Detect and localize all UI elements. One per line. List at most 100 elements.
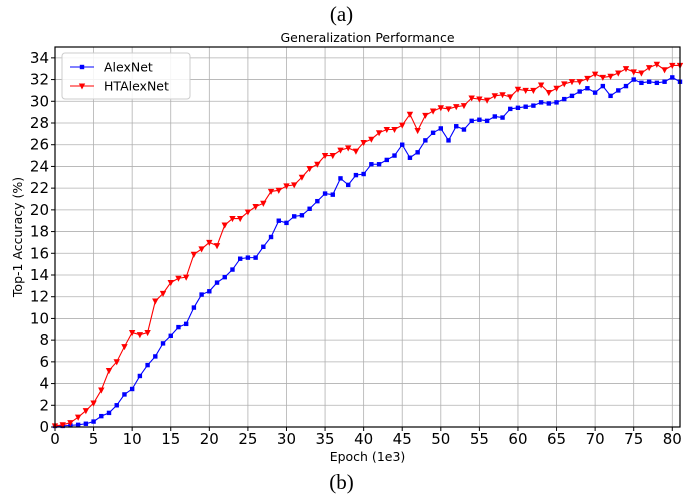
htalexnet-point xyxy=(290,182,298,189)
htalexnet-point xyxy=(414,128,421,135)
y-tick-label: 6 xyxy=(39,353,49,371)
y-tick-label: 10 xyxy=(30,309,49,327)
htalexnet-point xyxy=(406,111,414,118)
htalexnet-point xyxy=(321,153,329,160)
htalexnet-point xyxy=(182,274,190,281)
alexnet-point xyxy=(446,138,451,143)
alexnet-point xyxy=(469,118,474,124)
htalexnet-point xyxy=(645,65,653,72)
htalexnet-point xyxy=(483,97,491,104)
y-tick-label: 32 xyxy=(30,71,49,89)
x-tick-label: 70 xyxy=(586,430,605,448)
htalexnet-point xyxy=(175,275,182,282)
x-tick-label: 20 xyxy=(200,430,219,448)
htalexnet-point xyxy=(599,74,607,81)
htalexnet-point xyxy=(105,367,113,375)
alexnet-point xyxy=(122,392,127,397)
x-tick-label: 25 xyxy=(238,430,257,448)
alexnet-point xyxy=(400,142,405,147)
alexnet-line xyxy=(55,76,681,427)
htalexnet-point xyxy=(244,209,252,216)
htalexnet-point xyxy=(236,215,244,223)
legend-marker-htalexnet xyxy=(78,83,86,90)
htalexnet-point xyxy=(553,85,560,92)
htalexnet-point xyxy=(653,61,661,68)
alexnet-point xyxy=(600,83,606,89)
alexnet-point xyxy=(137,373,143,379)
htalexnet-point xyxy=(399,122,406,129)
alexnet-point xyxy=(608,93,613,99)
htalexnet-point xyxy=(615,70,622,77)
alexnet-point xyxy=(492,114,498,119)
alexnet-point xyxy=(454,124,459,129)
legend-box xyxy=(61,52,191,100)
alexnet-point xyxy=(276,218,281,223)
y-tick-label: 34 xyxy=(30,49,49,67)
series-layer xyxy=(51,61,683,430)
y-tick-label: 8 xyxy=(39,331,49,349)
alexnet-point xyxy=(299,213,305,218)
alexnet-point xyxy=(531,103,536,108)
htalexnet-point xyxy=(368,136,375,143)
htalexnet-point xyxy=(260,200,267,207)
chart: 0 5 10 15 20 25 30 35 40 45 50 55 60 65 70 75 8002468101… xyxy=(10,30,683,464)
x-tick-label: 5 xyxy=(89,430,99,448)
alexnet-point xyxy=(376,162,382,167)
legend-label-alexnet: AlexNet xyxy=(104,60,153,75)
htalexnet-point xyxy=(453,104,460,111)
htalexnet-point xyxy=(507,94,514,101)
alexnet-point xyxy=(230,267,235,272)
alexnet-point xyxy=(338,176,343,181)
alexnet-point xyxy=(515,105,521,110)
y-tick-label: 16 xyxy=(30,244,49,262)
alexnet-point xyxy=(322,191,328,196)
htalexnet-point xyxy=(607,73,614,80)
htalexnet-point xyxy=(275,187,282,194)
y-tick-label: 28 xyxy=(30,114,49,132)
htalexnet-point xyxy=(429,108,437,115)
htalexnet-point xyxy=(221,222,228,229)
alexnet-point xyxy=(222,274,227,280)
alexnet-point xyxy=(569,93,575,99)
alexnet-point xyxy=(616,88,621,93)
alexnet-point xyxy=(75,422,81,428)
x-tick-label: 0 xyxy=(50,430,60,448)
htalexnet-point xyxy=(67,420,74,427)
alexnet-point xyxy=(477,117,482,122)
alexnet-point xyxy=(670,75,675,80)
htalexnet-point xyxy=(375,130,383,137)
caption-a: (a) xyxy=(329,2,354,26)
alexnet-point xyxy=(562,96,567,102)
series-htalexnet xyxy=(51,61,683,430)
alexnet-point xyxy=(153,354,158,359)
alexnet-point xyxy=(106,410,112,416)
htalexnet-point xyxy=(360,139,367,147)
alexnet-point xyxy=(546,101,552,106)
htalexnet-point xyxy=(159,290,167,297)
htalexnet-line xyxy=(54,63,680,427)
htalexnet-point xyxy=(630,69,637,76)
alexnet-point xyxy=(508,106,513,112)
x-axis-label: Epoch (1e3) xyxy=(330,449,406,464)
x-tick-label: 40 xyxy=(354,430,373,448)
y-tick-label: 20 xyxy=(30,201,49,219)
alexnet-point xyxy=(538,100,544,105)
alexnet-point xyxy=(623,83,629,89)
alexnet-point xyxy=(484,118,490,124)
htalexnet-point xyxy=(545,90,553,97)
caption-b: (b) xyxy=(329,470,354,494)
htalexnet-point xyxy=(267,188,275,195)
htalexnet-point xyxy=(190,251,198,258)
htalexnet-point xyxy=(144,329,151,337)
htalexnet-point xyxy=(136,332,144,339)
htalexnet-point xyxy=(437,105,445,112)
htalexnet-point xyxy=(352,148,360,155)
alexnet-point xyxy=(129,386,135,392)
y-tick-label: 14 xyxy=(30,266,49,284)
x-tick-label: 10 xyxy=(123,430,142,448)
htalexnet-point xyxy=(522,87,529,94)
htalexnet-point xyxy=(476,96,483,103)
alexnet-point xyxy=(430,130,436,135)
alexnet-point xyxy=(423,138,428,143)
y-tick-label: 22 xyxy=(30,179,49,197)
